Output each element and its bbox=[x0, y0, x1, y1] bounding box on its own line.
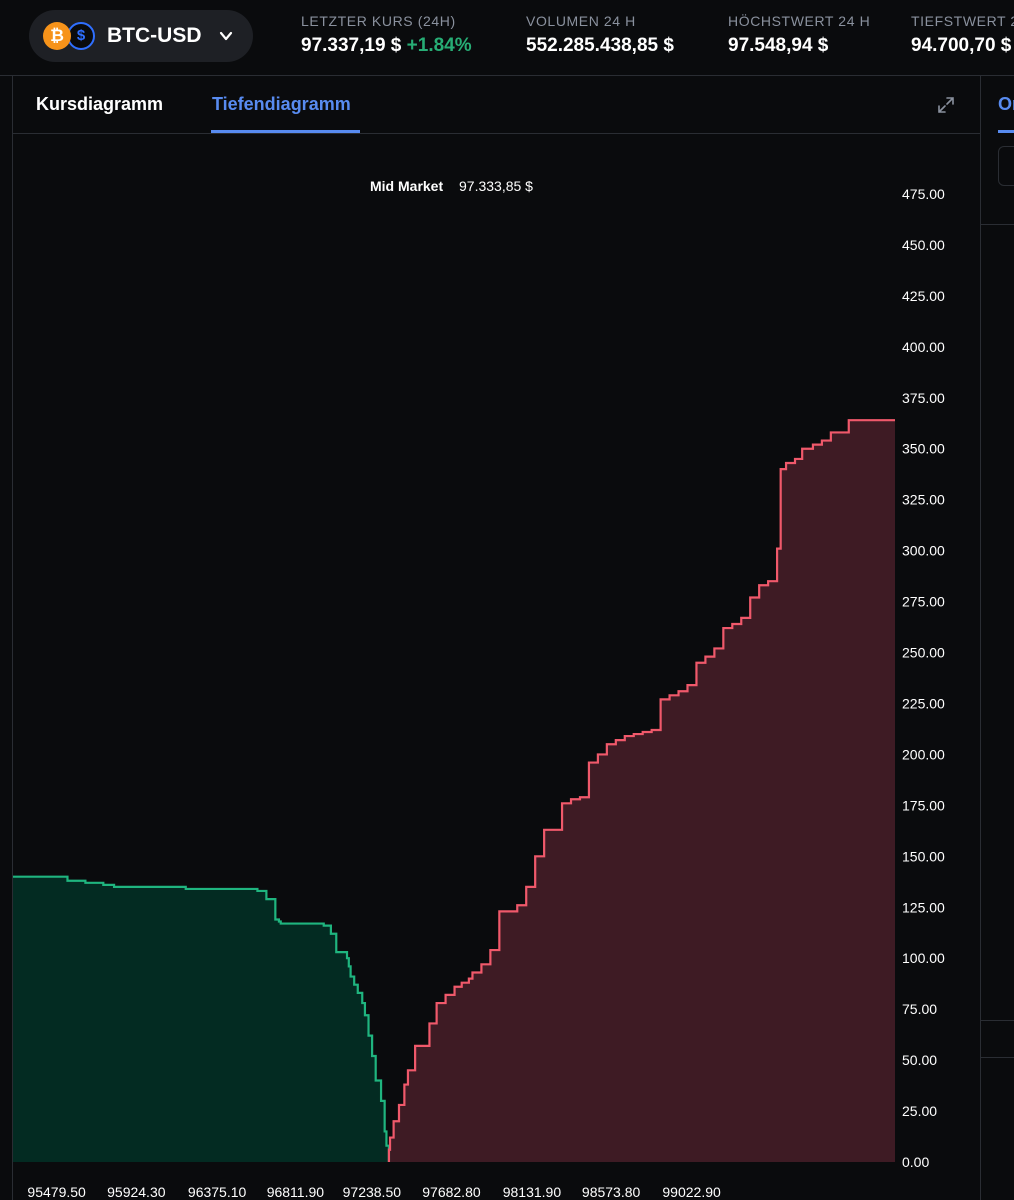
y-tick-label: 200.00 bbox=[902, 746, 945, 762]
y-tick-label: 475.00 bbox=[902, 186, 945, 202]
ask-depth-area bbox=[388, 420, 895, 1163]
y-tick-label: 25.00 bbox=[902, 1103, 937, 1119]
tab-price-chart[interactable]: Kursdiagramm bbox=[36, 94, 164, 114]
stat-low: TIEFSTWERT 24 H 94.700,70 $ bbox=[911, 13, 1014, 57]
y-tick-label: 275.00 bbox=[902, 594, 945, 610]
x-tick-label: 96811.90 bbox=[267, 1184, 325, 1200]
pair-selector[interactable]: $ ₿ BTC-USD bbox=[29, 10, 253, 62]
tab-depth-chart[interactable]: Tiefendiagramm bbox=[212, 94, 351, 114]
panel-divider bbox=[981, 1057, 1014, 1058]
stat-label: HÖCHSTWERT 24 H bbox=[728, 13, 871, 29]
active-tab-indicator bbox=[998, 130, 1014, 133]
y-tick-label: 250.00 bbox=[902, 645, 945, 661]
ask-depth-line bbox=[387, 419, 895, 1162]
stat-label: VOLUMEN 24 H bbox=[526, 13, 636, 29]
y-tick-label: 450.00 bbox=[902, 237, 945, 253]
stat-label: LETZTER KURS (24H) bbox=[301, 13, 456, 29]
x-tick-label: 95479.50 bbox=[27, 1184, 86, 1200]
y-tick-label: 375.00 bbox=[902, 390, 945, 406]
y-tick-label: 350.00 bbox=[902, 441, 945, 457]
x-tick-label: 97682.80 bbox=[422, 1184, 481, 1200]
y-tick-label: 75.00 bbox=[902, 1001, 937, 1017]
pair-label: BTC-USD bbox=[107, 24, 202, 47]
market-header: $ ₿ BTC-USD LETZTER KURS (24H) 97.337,19… bbox=[0, 0, 1014, 76]
x-tick-label: 98573.80 bbox=[582, 1184, 641, 1200]
mid-market-label: Mid Market bbox=[370, 178, 443, 194]
x-tick-label: 98131.90 bbox=[503, 1184, 562, 1200]
stat-value: 94.700,70 $ bbox=[911, 35, 1012, 56]
stat-value: 552.285.438,85 $ bbox=[526, 35, 674, 56]
y-tick-label: 0.00 bbox=[902, 1154, 929, 1170]
mid-market-value: 97.333,85 $ bbox=[459, 178, 533, 194]
stat-value: 97.548,94 $ bbox=[728, 35, 829, 56]
bid-depth-line bbox=[13, 875, 391, 1162]
y-tick-label: 400.00 bbox=[902, 339, 945, 355]
y-tick-label: 225.00 bbox=[902, 695, 945, 711]
panel-divider bbox=[12, 76, 13, 1200]
x-tick-label: 97238.50 bbox=[343, 1184, 402, 1200]
chevron-down-icon bbox=[219, 31, 233, 41]
panel-divider bbox=[981, 1020, 1014, 1021]
x-tick-label: 95924.30 bbox=[107, 1184, 166, 1200]
active-tab-indicator bbox=[211, 130, 360, 133]
y-tick-label: 100.00 bbox=[902, 950, 945, 966]
order-book-control[interactable] bbox=[998, 146, 1014, 186]
x-tick-label: 99022.90 bbox=[662, 1184, 721, 1200]
bid-depth-area bbox=[13, 876, 389, 1162]
y-tick-label: 425.00 bbox=[902, 288, 945, 304]
chart-tabs: Kursdiagramm Tiefendiagramm bbox=[13, 76, 980, 134]
bitcoin-coin-icon: ₿ bbox=[43, 22, 71, 50]
x-tick-label: 96375.10 bbox=[188, 1184, 247, 1200]
y-tick-label: 50.00 bbox=[902, 1052, 937, 1068]
panel-divider bbox=[980, 76, 981, 1200]
price-change: +1.84% bbox=[406, 35, 472, 56]
expand-icon[interactable] bbox=[937, 96, 955, 114]
panel-divider bbox=[981, 224, 1014, 225]
stat-volume: VOLUMEN 24 H 552.285.438,85 $ bbox=[526, 13, 674, 57]
y-tick-label: 300.00 bbox=[902, 543, 945, 559]
stat-label: TIEFSTWERT 24 H bbox=[911, 13, 1014, 29]
stat-last-price: LETZTER KURS (24H) 97.337,19 $ +1.84% bbox=[301, 13, 472, 57]
y-tick-label: 325.00 bbox=[902, 492, 945, 508]
y-tick-label: 175.00 bbox=[902, 797, 945, 813]
tab-order-book[interactable]: Or bbox=[998, 94, 1014, 114]
stat-value: 97.337,19 $ bbox=[301, 35, 402, 56]
y-tick-label: 125.00 bbox=[902, 899, 945, 915]
usd-coin-icon: $ bbox=[67, 22, 95, 50]
y-tick-label: 150.00 bbox=[902, 848, 945, 864]
stat-high: HÖCHSTWERT 24 H 97.548,94 $ bbox=[728, 13, 870, 57]
